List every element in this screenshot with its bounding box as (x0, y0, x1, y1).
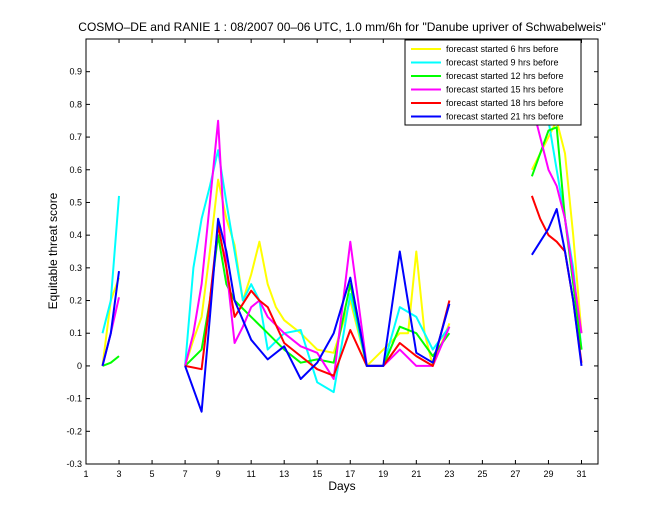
x-tick-label: 31 (576, 469, 586, 479)
x-axis-label: Days (328, 479, 355, 493)
legend-label-2: forecast started 9 hrs before (446, 58, 559, 68)
legend-label-5: forecast started 18 hrs before (446, 98, 564, 108)
series-line-4 (184, 119, 451, 380)
series-line-3 (102, 355, 120, 367)
x-tick-label: 7 (183, 469, 188, 479)
x-tick-label: 9 (216, 469, 221, 479)
series-line-5 (184, 224, 451, 377)
x-axis-ticks: 1 3 5 7 9 11 13 15 17 19 21 23 25 27 29 31 (83, 39, 586, 479)
y-tick-label: 0.2 (69, 296, 82, 306)
y-tick-label: 0.5 (69, 197, 82, 207)
chart-title: COSMO–DE and RANIE 1 : 08/2007 00–06 UTC… (78, 20, 605, 34)
x-tick-label: 15 (312, 469, 322, 479)
x-tick-label: 25 (477, 469, 487, 479)
legend-box (404, 39, 582, 126)
x-tick-label: 19 (378, 469, 388, 479)
x-tick-label: 27 (510, 469, 520, 479)
series-line-6 (531, 208, 583, 367)
y-tick-label: -0.1 (66, 394, 82, 404)
x-tick-label: 21 (411, 469, 421, 479)
legend-label-3: forecast started 12 hrs before (446, 71, 564, 81)
y-tick-label: 0.4 (69, 230, 82, 240)
y-tick-label: 0.1 (69, 328, 82, 338)
series-line-6 (184, 217, 451, 413)
y-tick-label: 0.9 (69, 67, 82, 77)
x-tick-label: 3 (117, 469, 122, 479)
y-tick-label: 0.3 (69, 263, 82, 273)
legend-label-6: forecast started 21 hrs before (446, 112, 564, 122)
y-tick-label: 0.6 (69, 165, 82, 175)
x-tick-label: 5 (150, 469, 155, 479)
x-tick-label: 23 (444, 469, 454, 479)
x-tick-label: 17 (345, 469, 355, 479)
y-axis-ticks: -0.3 -0.2 -0.1 0 0.1 0.2 0.3 0.4 0.5 0.6 0.7 0.8 0.9 (66, 67, 598, 469)
y-tick-label: -0.2 (66, 426, 82, 436)
y-tick-label: 0.7 (69, 132, 82, 142)
legend: forecast started 6 hrs before forecast st… (404, 39, 582, 126)
y-tick-label: -0.3 (66, 459, 82, 469)
series-line-4 (530, 104, 583, 334)
legend-label-4: forecast started 15 hrs before (446, 85, 564, 95)
y-tick-label: 0 (77, 361, 82, 371)
x-tick-label: 11 (246, 469, 255, 479)
x-tick-label: 13 (279, 469, 289, 479)
y-axis-label: Equitable threat score (46, 192, 60, 309)
x-tick-label: 1 (83, 469, 88, 479)
series-line-3 (184, 234, 451, 367)
y-tick-label: 0.8 (69, 99, 82, 109)
series-line-6 (101, 270, 120, 367)
x-tick-label: 29 (543, 469, 553, 479)
series-line-1 (184, 178, 451, 367)
series-line-2 (101, 195, 120, 334)
legend-label-1: forecast started 6 hrs before (446, 44, 559, 54)
plot-frame (85, 38, 599, 465)
